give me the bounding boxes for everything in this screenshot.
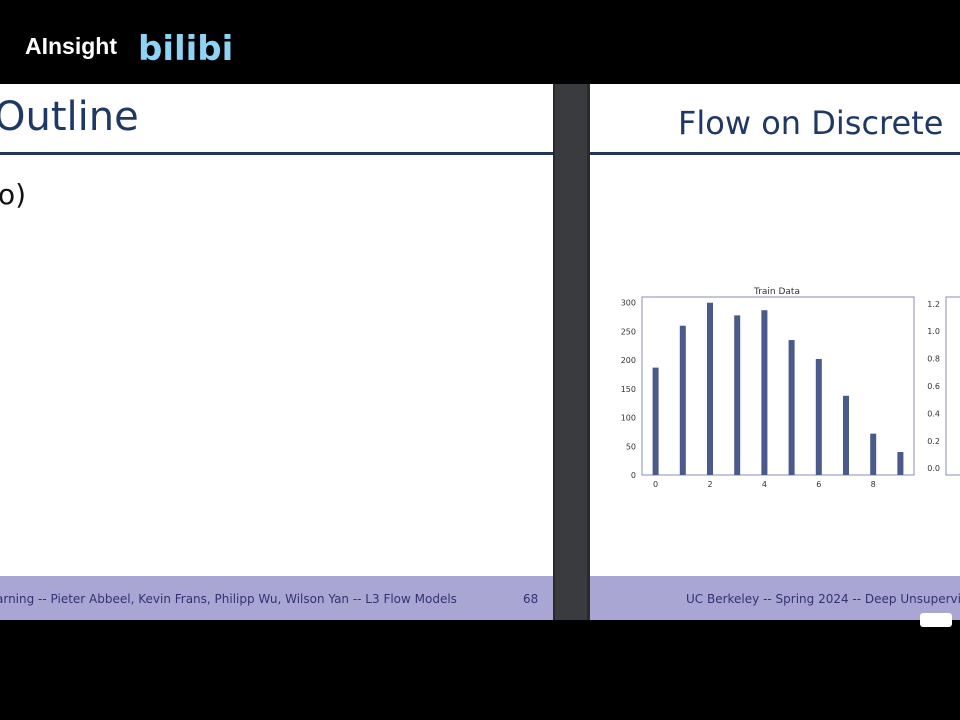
y2-tick-label: 0.0	[927, 464, 940, 473]
slide-footer: arning -- Pieter Abbeel, Kevin Frans, Ph…	[0, 576, 553, 620]
bars-group	[652, 302, 904, 475]
bar-2	[707, 302, 713, 475]
footer-text: arning -- Pieter Abbeel, Kevin Frans, Ph…	[0, 592, 457, 606]
bar-1	[679, 325, 686, 475]
x-tick-label: 2	[707, 480, 712, 489]
y-tick-label: 200	[621, 356, 636, 365]
x-tick-label: 8	[871, 480, 876, 489]
y-tick-label: 150	[621, 385, 636, 394]
bar-9	[897, 452, 904, 475]
bar-6	[815, 359, 822, 475]
split-divider-inner	[555, 84, 587, 620]
y-tick-label: 50	[626, 442, 636, 451]
bar-0	[652, 367, 659, 475]
y2-tick-label: 1.2	[927, 300, 940, 309]
x-tick-label: 4	[762, 480, 767, 489]
title-rule	[0, 152, 553, 155]
y-tick-label: 250	[621, 327, 636, 336]
y-ticks: 0 50 100 150 200 250 300	[621, 299, 636, 480]
slide-title: Outline	[0, 94, 139, 140]
y2-tick-label: 0.2	[927, 437, 940, 446]
right-slide: Flow on Discrete Train Data 0 2 4 6 8 0 50 100…	[590, 84, 960, 620]
bar-8	[870, 433, 877, 475]
video-overlay-bar: AInsight bilibili	[0, 0, 960, 84]
channel-name: AInsight	[25, 33, 117, 59]
slide-footer: UC Berkeley -- Spring 2024 -- Deep Unsup…	[590, 576, 960, 620]
y2-tick-label: 0.4	[927, 409, 940, 418]
bilibili-logo: bilibili	[138, 29, 234, 68]
y2-tick-label: 0.6	[927, 382, 940, 391]
bar-3	[734, 315, 741, 475]
overlay-badge	[920, 613, 952, 627]
bar-7	[843, 395, 849, 475]
footer-text: UC Berkeley -- Spring 2024 -- Deep Unsup…	[686, 592, 960, 606]
left-slide: Outline o) arning -- Pieter Abbeel, Kevi…	[0, 84, 553, 620]
y2-tick-label: 1.0	[927, 327, 940, 336]
x-tick-label: 6	[816, 480, 821, 489]
bar-4	[761, 310, 768, 475]
bar-5	[788, 340, 795, 475]
y-tick-label: 300	[621, 299, 636, 308]
plot-frame	[641, 296, 915, 476]
page-number: 68	[523, 592, 539, 606]
second-plot-frame	[945, 296, 960, 476]
title-rule	[590, 152, 960, 155]
slide-title: Flow on Discrete	[678, 104, 944, 142]
chart-title: Train Data	[753, 287, 800, 297]
second-chart-y-ticks: 0.0 0.2 0.4 0.6 0.8 1.0 1.2	[927, 300, 940, 473]
x-tick-label: 0	[653, 480, 658, 489]
y-tick-label: 0	[631, 471, 636, 480]
x-ticks: 0 2 4 6 8	[653, 480, 876, 489]
y-tick-label: 100	[621, 414, 636, 423]
svg-text:bilibili: bilibili	[138, 29, 234, 68]
slide-body-text: o)	[0, 178, 27, 211]
y2-tick-label: 0.8	[927, 355, 940, 364]
